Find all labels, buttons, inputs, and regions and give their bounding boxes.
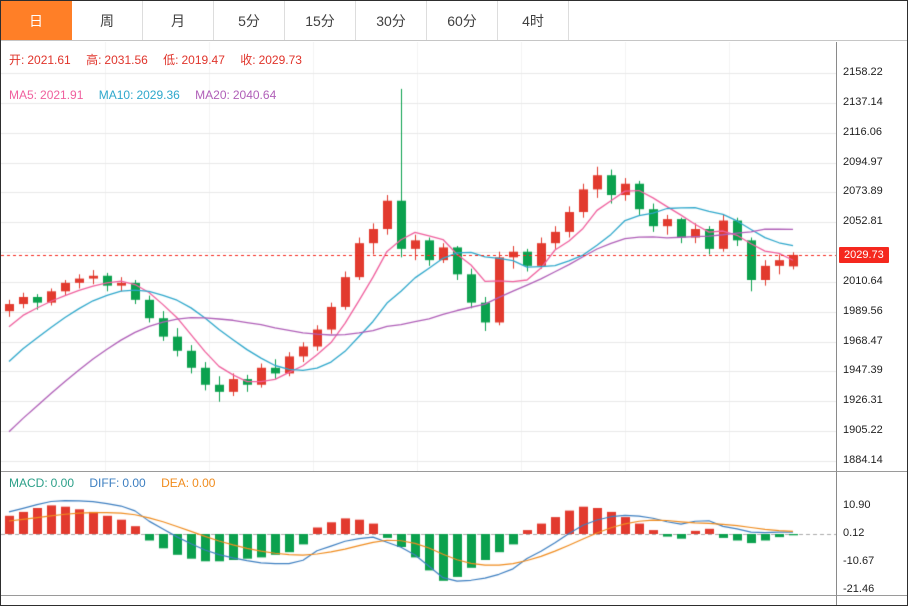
macd-canvas[interactable] xyxy=(1,472,836,595)
dea-group: DEA: 0.00 xyxy=(161,476,215,490)
main-chart-area: 开: 2021.61 高: 2031.56 低: 2019.47 收: 2029.73 … xyxy=(1,42,836,471)
diff-label: DIFF: xyxy=(89,476,120,490)
high-label: 高: xyxy=(86,53,102,67)
ma5-label: MA5: xyxy=(9,88,38,102)
open-label: 开: xyxy=(9,53,25,67)
diff-value: 0.00 xyxy=(122,476,146,490)
low-label: 低: xyxy=(163,53,179,67)
macd-axis-label: 0.12 xyxy=(843,526,865,539)
low-value: 2019.47 xyxy=(181,53,225,67)
tab-5min[interactable]: 5分 xyxy=(214,1,285,40)
price-axis-label: 1926.31 xyxy=(843,394,883,407)
price-axis-label: 1989.56 xyxy=(843,304,883,317)
price-axis-label: 1968.47 xyxy=(843,334,883,347)
ma20-value: 2040.64 xyxy=(232,88,277,102)
close-label: 收: xyxy=(240,53,256,67)
price-axis-label: 2158.22 xyxy=(843,66,883,78)
price-axis-label: 2094.97 xyxy=(843,155,883,168)
ma10-value: 2029.36 xyxy=(136,88,180,102)
ma10-label: MA10: xyxy=(98,88,134,102)
macd-axis: 10.90 0.12 -10.67 -21.46 xyxy=(836,471,907,596)
ma-info: MA5: 2021.91 MA10: 2029.36 MA20: 2040.64 xyxy=(9,88,288,102)
price-axis-label: 2073.89 xyxy=(843,185,883,198)
close-pair: 收: 2029.73 xyxy=(240,53,302,67)
price-axis-label: 2137.14 xyxy=(843,95,883,108)
price-axis-label: 2052.81 xyxy=(843,215,883,228)
diff-group: DIFF: 0.00 xyxy=(89,476,145,490)
price-axis-label: 1905.22 xyxy=(843,424,883,437)
ma5-value: 2021.91 xyxy=(40,88,84,102)
open-pair: 开: 2021.61 xyxy=(9,53,71,67)
macd-label: MACD: xyxy=(9,476,48,490)
open-value: 2021.61 xyxy=(27,53,71,67)
ma20-label: MA20: xyxy=(195,88,230,102)
tab-15min[interactable]: 15分 xyxy=(285,1,356,40)
tab-30min[interactable]: 30分 xyxy=(356,1,427,40)
macd-axis-label: -21.46 xyxy=(843,582,875,595)
price-axis-label: 2010.64 xyxy=(843,274,883,287)
price-axis-label: 1884.14 xyxy=(843,453,883,466)
high-pair: 高: 2031.56 xyxy=(86,53,148,67)
price-axis-label: 2116.06 xyxy=(843,125,882,138)
macd-axis-label: 10.90 xyxy=(843,498,871,511)
ma20-group: MA20: 2040.64 xyxy=(195,88,276,102)
timeframe-tabbar: 日周月 5分 15分 30分 60分 4时 xyxy=(1,1,907,41)
macd-info: MACD: 0.00 DIFF: 0.00 DEA: 0.00 xyxy=(9,476,227,490)
ma10-group: MA10: 2029.36 xyxy=(99,88,180,102)
tab-4hour[interactable]: 4时 xyxy=(498,1,569,40)
ma5-group: MA5: 2021.91 xyxy=(9,88,83,102)
dea-label: DEA: xyxy=(161,476,190,490)
low-pair: 低: 2019.47 xyxy=(163,53,225,67)
axis-extension-line xyxy=(836,596,837,605)
close-value: 2029.73 xyxy=(258,53,302,67)
candlestick-canvas[interactable] xyxy=(1,42,836,471)
high-value: 2031.56 xyxy=(104,53,148,67)
macd-value: 0.00 xyxy=(50,476,75,490)
tab-month[interactable]: 月 xyxy=(143,1,214,40)
macd-group: MACD: 0.00 xyxy=(9,476,74,490)
price-axis-label: 1947.39 xyxy=(843,364,883,377)
current-price-badge: 2029.73 xyxy=(839,246,889,263)
tab-day[interactable]: 日 xyxy=(1,1,72,40)
macd-axis-label: -10.67 xyxy=(843,554,875,567)
ohlc-info: 开: 2021.61 高: 2031.56 低: 2019.47 收: 2029.73 xyxy=(9,51,314,68)
dea-value: 0.00 xyxy=(192,476,216,490)
tab-week[interactable]: 周 xyxy=(72,1,143,40)
tab-60min[interactable]: 60分 xyxy=(427,1,498,40)
macd-panel: MACD: 0.00 DIFF: 0.00 DEA: 0.00 xyxy=(1,471,836,596)
price-axis: 2029.73 2158.22 2137.14 2116.06 2094.97 2073… xyxy=(836,42,907,471)
